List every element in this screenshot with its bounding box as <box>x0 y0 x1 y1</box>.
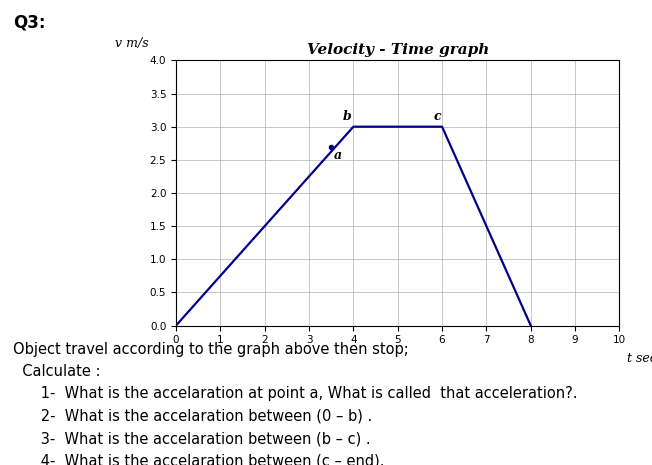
Text: 4-  What is the accelaration between (c – end).: 4- What is the accelaration between (c –… <box>13 453 385 465</box>
X-axis label: t sec: t sec <box>627 352 652 365</box>
Text: Object travel according to the graph above then stop;: Object travel according to the graph abo… <box>13 342 409 357</box>
Text: 3-  What is the accelaration between (b – c) .: 3- What is the accelaration between (b –… <box>13 431 371 446</box>
Text: 2-  What is the accelaration between (0 – b) .: 2- What is the accelaration between (0 –… <box>13 409 372 424</box>
Text: b: b <box>342 110 351 123</box>
Text: a: a <box>333 148 342 161</box>
Title: Velocity - Time graph: Velocity - Time graph <box>306 42 489 57</box>
Text: 1-  What is the accelaration at point a, What is called  that acceleration?.: 1- What is the accelaration at point a, … <box>13 386 578 401</box>
Text: Calculate :: Calculate : <box>13 364 100 379</box>
Text: c: c <box>433 110 441 123</box>
Text: Q3:: Q3: <box>13 14 46 32</box>
Y-axis label: v m/s: v m/s <box>115 37 149 50</box>
